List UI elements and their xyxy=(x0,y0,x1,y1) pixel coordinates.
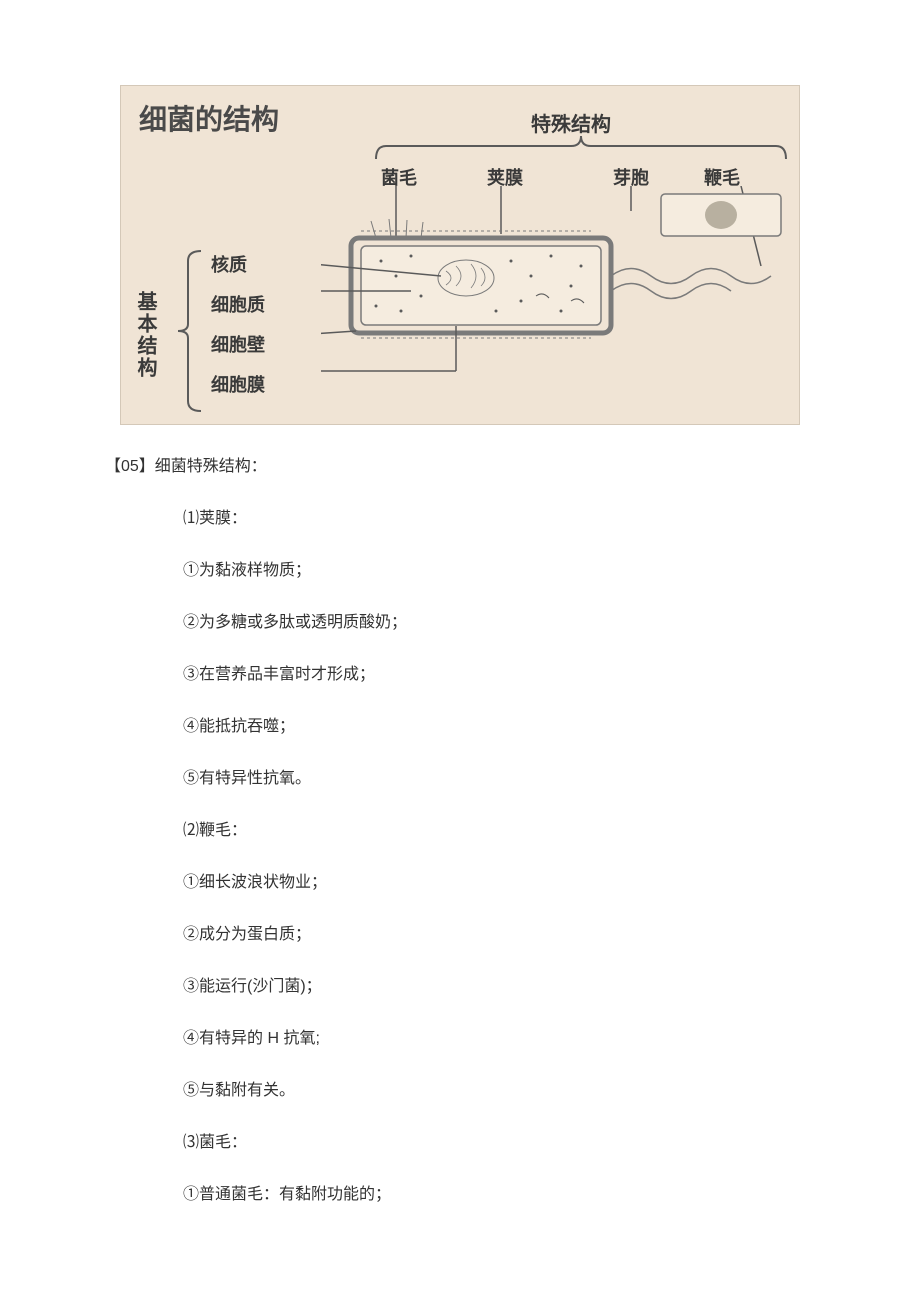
capsule-item-2: ②为多糖或多肽或透明质酸奶； xyxy=(183,611,920,635)
flagella-item-4: ④有特异的 H 抗氧; xyxy=(183,1027,920,1051)
pili-title: ⑶菌毛： xyxy=(183,1131,920,1155)
flagella-title: ⑵鞭毛： xyxy=(183,819,920,843)
capsule-title: ⑴荚膜： xyxy=(183,507,920,531)
flagella-item-3: ③能运行(沙门菌)； xyxy=(183,975,920,999)
capsule-item-3: ③在营养品丰富时才形成； xyxy=(183,663,920,687)
special-structure-label: 特殊结构 xyxy=(531,108,611,137)
basic-structure-label: 基本结构 xyxy=(131,291,160,379)
flagella-item-1: ①细长波浪状物业； xyxy=(183,871,920,895)
flagella-item-2: ②成分为蛋白质； xyxy=(183,923,920,947)
label-cell-wall: 细胞壁 xyxy=(211,331,265,357)
diagram-title: 细菌的结构 xyxy=(139,98,279,138)
capsule-item-4: ④能抵抗吞噬； xyxy=(183,715,920,739)
flagella-item-5: ⑤与黏附有关。 xyxy=(183,1079,920,1103)
capsule-item-1: ①为黏液样物质； xyxy=(183,559,920,583)
label-cell-membrane: 细胞膜 xyxy=(211,371,265,397)
text-content: 【05】细菌特殊结构： ⑴荚膜： ①为黏液样物质； ②为多糖或多肽或透明质酸奶；… xyxy=(105,455,920,1207)
capsule-item-5: ⑤有特异性抗氧。 xyxy=(183,767,920,791)
label-cytoplasm: 细胞质 xyxy=(211,291,265,317)
cell-illustration xyxy=(321,186,791,416)
bacteria-structure-diagram: 细菌的结构 特殊结构 菌毛 荚膜 芽胞 鞭毛 基本结构 核质 细胞质 细胞壁 细… xyxy=(120,85,800,425)
label-nucleoid: 核质 xyxy=(211,251,265,277)
top-bracket xyxy=(371,134,791,159)
pili-item-1: ①普通菌毛：有黏附功能的； xyxy=(183,1183,920,1207)
left-bracket xyxy=(176,246,201,416)
section-heading: 【05】细菌特殊结构： xyxy=(105,455,920,479)
left-labels-column: 核质 细胞质 细胞壁 细胞膜 xyxy=(211,251,265,411)
